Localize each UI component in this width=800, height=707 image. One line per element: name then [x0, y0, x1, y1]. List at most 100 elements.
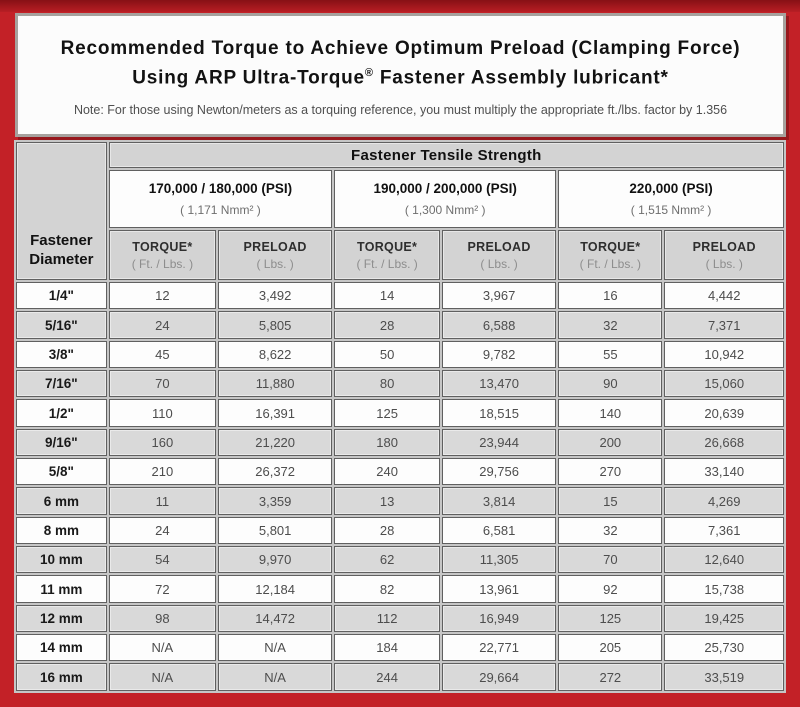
torque-value-cell: 45: [108, 340, 217, 369]
torque-value-cell: 270: [558, 458, 663, 486]
psi-group-cell-190-200: 190,000 / 200,000 (PSI) ( 1,300 Nmm² ): [334, 170, 557, 228]
fastener-diameter-cell: 12 mm: [16, 604, 107, 633]
torque-label: TORQUE*: [357, 239, 418, 254]
torque-value-cell: 112: [334, 604, 441, 633]
fastener-diameter-cell: 7/16": [16, 370, 107, 398]
preload-value-cell: 20,639: [664, 399, 784, 427]
preload-value-cell: 3,359: [218, 487, 333, 515]
torque-value-cell: 205: [558, 634, 663, 662]
table-row: 11 mm 72 12,184 82 13,961 92 15,738: [16, 575, 784, 603]
preload-value-cell: 25,730: [664, 634, 784, 662]
preload-value-cell: 16,391: [218, 399, 333, 427]
table-row: 7/16" 70 11,880 80 13,470 90 15,060: [16, 370, 784, 398]
preload-value-cell: 12,184: [218, 575, 333, 603]
title-line2-pre: Using ARP Ultra-Torque: [132, 67, 365, 89]
preload-label: PRELOAD: [243, 239, 307, 254]
preload-value-cell: 3,967: [442, 282, 557, 310]
corner-header-line1: Fastener: [30, 232, 93, 249]
title-panel: Recommended Torque to Achieve Optimum Pr…: [15, 13, 786, 137]
table-row: 8 mm 24 5,801 28 6,581 32 7,361: [16, 516, 784, 545]
fastener-diameter-cell: 1/4": [16, 282, 107, 310]
preload-value-cell: 5,801: [218, 516, 333, 545]
preload-header-cell: PRELOAD ( Lbs. ): [218, 230, 333, 280]
preload-value-cell: N/A: [218, 663, 333, 691]
corner-header-cell: Fastener Diameter: [16, 142, 107, 280]
torque-value-cell: 24: [108, 516, 217, 545]
fastener-diameter-cell: 1/2": [16, 399, 107, 427]
table-row: 1/2" 110 16,391 125 18,515 140 20,639: [16, 399, 784, 427]
preload-value-cell: 9,782: [442, 340, 557, 369]
title-line2-post: Fastener Assembly lubricant*: [373, 67, 669, 89]
preload-value-cell: 6,581: [442, 516, 557, 545]
table-row: 3/8" 45 8,622 50 9,782 55 10,942: [16, 340, 784, 369]
preload-value-cell: 18,515: [442, 399, 557, 427]
torque-value-cell: 24: [108, 311, 217, 339]
table-row: 16 mm N/A N/A 244 29,664 272 33,519: [16, 663, 784, 691]
table-row: 9/16" 160 21,220 180 23,944 200 26,668: [16, 428, 784, 457]
fastener-diameter-cell: 5/8": [16, 458, 107, 486]
torque-label: TORQUE*: [580, 239, 641, 254]
torque-value-cell: 14: [334, 282, 441, 310]
psi-group-cell-220: 220,000 (PSI) ( 1,515 Nmm² ): [558, 170, 784, 228]
torque-value-cell: N/A: [108, 634, 217, 662]
table-row: 10 mm 54 9,970 62 11,305 70 12,640: [16, 546, 784, 574]
table-row: 5/16" 24 5,805 28 6,588 32 7,371: [16, 311, 784, 339]
table-row: 5/8" 210 26,372 240 29,756 270 33,140: [16, 458, 784, 486]
torque-value-cell: 16: [558, 282, 663, 310]
torque-value-cell: 140: [558, 399, 663, 427]
psi-group-cell-170-180: 170,000 / 180,000 (PSI) ( 1,171 Nmm² ): [108, 170, 333, 228]
table-row: 14 mm N/A N/A 184 22,771 205 25,730: [16, 634, 784, 662]
preload-value-cell: 10,942: [664, 340, 784, 369]
table-body: 1/4" 12 3,492 14 3,967 16 4,442 5/16" 24 5,805 28 6…: [16, 282, 784, 691]
torque-value-cell: 15: [558, 487, 663, 515]
torque-header-cell: TORQUE* ( Ft. / Lbs. ): [334, 230, 441, 280]
top-dark-red-band: [0, 0, 800, 12]
header-row-psi: 170,000 / 180,000 (PSI) ( 1,171 Nmm² ) 1…: [16, 170, 784, 228]
torque-unit: ( Ft. / Lbs. ): [356, 256, 418, 271]
torque-header-cell: TORQUE* ( Ft. / Lbs. ): [558, 230, 663, 280]
torque-value-cell: 12: [108, 282, 217, 310]
preload-value-cell: 3,814: [442, 487, 557, 515]
fastener-diameter-cell: 6 mm: [16, 487, 107, 515]
table-row: 12 mm 98 14,472 112 16,949 125 19,425: [16, 604, 784, 633]
torque-value-cell: 272: [558, 663, 663, 691]
registered-trademark-symbol: ®: [364, 67, 374, 79]
torque-unit: ( Ft. / Lbs. ): [131, 256, 194, 271]
preload-value-cell: 7,361: [664, 516, 784, 545]
psi-label: 170,000 / 180,000 (PSI): [148, 181, 293, 196]
page-title-line2: Using ARP Ultra-Torque® Fastener Assembl…: [18, 61, 783, 90]
torque-value-cell: 11: [108, 487, 217, 515]
fastener-diameter-cell: 9/16": [16, 428, 107, 457]
torque-value-cell: 244: [334, 663, 441, 691]
preload-value-cell: 22,771: [442, 634, 557, 662]
torque-value-cell: 32: [558, 311, 663, 339]
preload-value-cell: 9,970: [218, 546, 333, 574]
preload-value-cell: 8,622: [218, 340, 333, 369]
preload-value-cell: 29,756: [442, 458, 557, 486]
torque-value-cell: 90: [558, 370, 663, 398]
nmm-label: ( 1,515 Nmm² ): [630, 203, 712, 217]
preload-value-cell: 21,220: [218, 428, 333, 457]
fastener-diameter-cell: 14 mm: [16, 634, 107, 662]
torque-value-cell: 82: [334, 575, 441, 603]
fastener-diameter-cell: 11 mm: [16, 575, 107, 603]
preload-header-cell: PRELOAD ( Lbs. ): [442, 230, 557, 280]
table-row: 1/4" 12 3,492 14 3,967 16 4,442: [16, 282, 784, 310]
preload-value-cell: 26,372: [218, 458, 333, 486]
torque-value-cell: 92: [558, 575, 663, 603]
preload-value-cell: 11,305: [442, 546, 557, 574]
torque-value-cell: 62: [334, 546, 441, 574]
table-row: 6 mm 11 3,359 13 3,814 15 4,269: [16, 487, 784, 515]
fastener-diameter-cell: 8 mm: [16, 516, 107, 545]
header-row-units: TORQUE* ( Ft. / Lbs. ) PRELOAD ( Lbs. ) …: [16, 230, 784, 280]
preload-label: PRELOAD: [692, 239, 756, 254]
torque-value-cell: 55: [558, 340, 663, 369]
preload-value-cell: 15,060: [664, 370, 784, 398]
torque-value-cell: 28: [334, 311, 441, 339]
preload-header-cell: PRELOAD ( Lbs. ): [664, 230, 784, 280]
preload-value-cell: 7,371: [664, 311, 784, 339]
torque-value-cell: 70: [558, 546, 663, 574]
torque-value-cell: 72: [108, 575, 217, 603]
preload-value-cell: 12,640: [664, 546, 784, 574]
